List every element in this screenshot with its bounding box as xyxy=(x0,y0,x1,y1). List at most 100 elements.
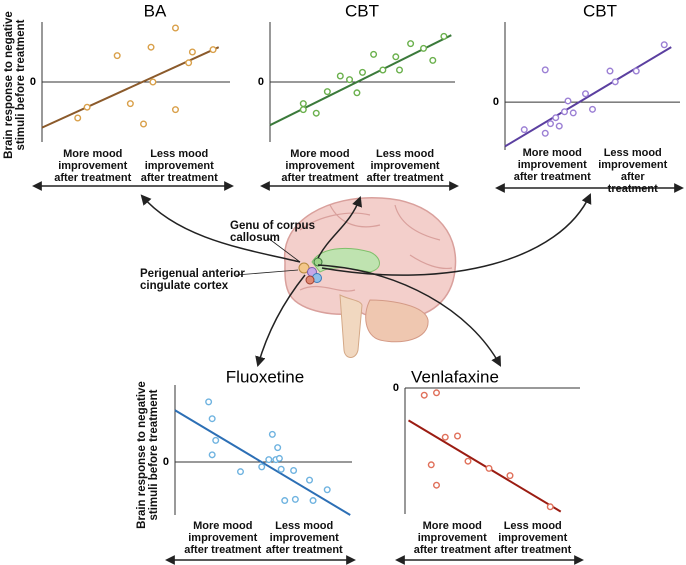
data-point xyxy=(290,466,298,474)
data-point xyxy=(379,66,387,74)
data-point xyxy=(420,391,428,399)
data-point xyxy=(520,126,528,134)
data-point xyxy=(547,120,555,128)
data-point xyxy=(188,48,196,56)
chart-title: Fluoxetine xyxy=(226,367,304,386)
data-point xyxy=(291,495,299,503)
data-point xyxy=(113,52,121,60)
data-point xyxy=(589,105,597,113)
data-point xyxy=(74,114,82,122)
data-point xyxy=(268,430,276,438)
x-axis-label: Less mood improvement after treatment xyxy=(140,148,218,184)
data-point xyxy=(454,432,462,440)
data-point xyxy=(359,68,367,76)
data-point xyxy=(205,398,213,406)
chart-title: Venlafaxine xyxy=(411,367,499,386)
data-point xyxy=(306,476,314,484)
data-point xyxy=(208,451,216,459)
y-tick-label: 0 xyxy=(258,76,264,88)
data-point xyxy=(265,456,273,464)
x-axis-label: Less mood improvement after treatment xyxy=(265,520,343,556)
trend-line xyxy=(407,419,562,513)
data-point xyxy=(433,389,441,397)
data-point xyxy=(336,72,344,80)
data-point xyxy=(582,90,590,98)
data-point xyxy=(464,457,472,465)
y-tick-label: 0 xyxy=(163,456,169,468)
data-point xyxy=(552,114,560,122)
data-point xyxy=(561,108,569,116)
x-axis-label: Less mood improvement after treatment xyxy=(598,147,668,195)
data-point xyxy=(485,464,493,472)
trend-line xyxy=(41,46,220,129)
data-point xyxy=(83,103,91,111)
data-point xyxy=(392,53,400,61)
data-point xyxy=(126,100,134,108)
data-point xyxy=(569,109,577,117)
data-point xyxy=(208,415,216,423)
y-tick-label: 0 xyxy=(493,96,499,108)
data-point xyxy=(323,88,331,96)
data-point xyxy=(149,78,157,86)
trend-line xyxy=(504,46,672,148)
data-point xyxy=(541,66,549,74)
data-point xyxy=(299,106,307,114)
data-point xyxy=(433,481,441,489)
y-tick-label: 0 xyxy=(393,382,399,394)
x-axis-label: Less mood improvement after treatment xyxy=(494,520,572,556)
data-point xyxy=(312,109,320,117)
data-point xyxy=(541,129,549,137)
y-tick-label: 0 xyxy=(30,76,36,88)
data-point xyxy=(353,89,361,97)
data-point xyxy=(171,24,179,32)
data-point xyxy=(427,461,435,469)
data-point xyxy=(209,46,217,54)
x-axis-label: Less mood improvement after treatment xyxy=(366,148,444,184)
y-axis-label: Brain response to negative stimuli befor… xyxy=(3,11,27,159)
data-point xyxy=(299,100,307,108)
trend-line xyxy=(174,409,351,516)
data-point xyxy=(281,497,289,505)
data-point xyxy=(274,444,282,452)
chart-title: BA xyxy=(144,1,167,20)
chart-title: CBT xyxy=(583,1,617,20)
data-point xyxy=(555,122,563,130)
chart-title: CBT xyxy=(345,1,379,20)
data-point xyxy=(140,120,148,128)
annotation: Genu of corpus callosum xyxy=(230,220,315,244)
data-point xyxy=(171,106,179,114)
x-axis-label: More mood improvement after treatment xyxy=(413,520,491,556)
connector-arrows xyxy=(140,193,592,368)
data-point xyxy=(506,472,514,480)
x-axis-label: More mood improvement after treatment xyxy=(184,520,262,556)
data-point xyxy=(370,50,378,58)
brain xyxy=(284,197,457,358)
data-point xyxy=(440,32,448,40)
data-point xyxy=(396,66,404,74)
x-axis-label: More mood improvement after treatment xyxy=(54,148,132,184)
data-point xyxy=(420,44,428,52)
y-axis-label: Brain response to negative stimuli befor… xyxy=(136,381,160,529)
data-point xyxy=(147,43,155,51)
data-point xyxy=(611,78,619,86)
data-point xyxy=(546,503,554,511)
data-point xyxy=(236,468,244,476)
data-point xyxy=(309,497,317,505)
data-point xyxy=(564,97,572,105)
data-point xyxy=(632,67,640,75)
data-point xyxy=(258,463,266,471)
data-point xyxy=(212,436,220,444)
data-point xyxy=(407,40,415,48)
data-point xyxy=(346,76,354,84)
data-point xyxy=(275,454,283,462)
data-point xyxy=(277,465,285,473)
data-point xyxy=(323,486,331,494)
data-point xyxy=(185,59,193,67)
annotation: Perigenual anterior cingulate cortex xyxy=(140,268,245,292)
x-axis-label: More mood improvement after treatment xyxy=(513,147,591,183)
data-point xyxy=(429,56,437,64)
data-point xyxy=(606,67,614,75)
data-point xyxy=(441,433,449,441)
